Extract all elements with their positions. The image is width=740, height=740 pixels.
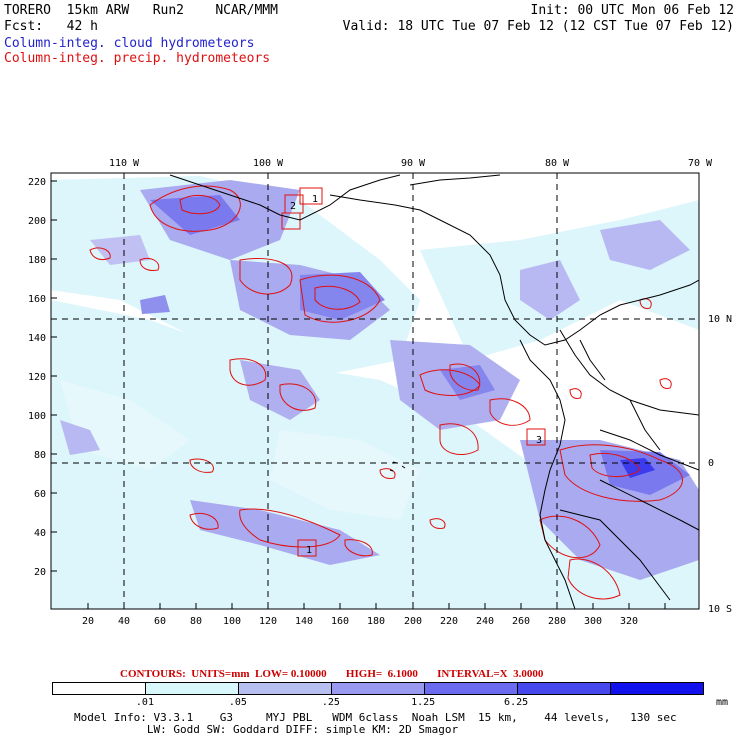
box-label-2: 2 [290,201,296,212]
x-tick-label: 280 [548,616,566,627]
lon-label-90w: 90 W [401,158,426,169]
x-tick-label: 300 [584,616,602,627]
y-tick-label: 120 [28,372,46,383]
y-tick-label: 60 [34,489,46,500]
colorbar-swatch [53,683,146,694]
x-tick-label: 140 [295,616,313,627]
colorbar-units: mm [716,697,729,708]
colorbar-swatch [146,683,239,694]
y-tick-label: 80 [34,450,46,461]
model-title: TORERO 15km ARW Run2 NCAR/MMM [4,3,278,18]
coastlines [169,174,699,609]
map-frame [50,172,700,610]
field-cloud-label: Column-integ. cloud hydrometeors [4,36,255,51]
colorbar-swatch [611,683,703,694]
colorbar [52,682,704,695]
axis-ticks [51,180,666,609]
y-tick-label: 140 [28,333,46,344]
x-tick-label: 40 [118,616,130,627]
forecast-map: 1 2 3 1 [28,158,732,627]
box-label-4: 1 [306,545,312,556]
colorbar-swatch [332,683,425,694]
colorbar-tick-label: 1.25 [411,697,436,708]
x-tick-label: 120 [259,616,277,627]
box-label-3: 3 [536,435,542,446]
x-tick-label: 220 [440,616,458,627]
lon-label-70w: 70 W [688,158,713,169]
colorbar-tick-label: 6.25 [504,697,529,708]
precip-hydrometeor-contours [89,185,683,600]
colorbar-tick-label: .01 [135,697,154,708]
colorbar-swatch [425,683,518,694]
box-label-1: 1 [312,194,318,205]
x-tick-label: 260 [512,616,530,627]
colorbar-swatch [239,683,332,694]
field-precip-label: Column-integ. precip. hydrometeors [4,51,271,66]
y-tick-label: 20 [34,567,46,578]
cloud-hydrometeor-shading [51,176,699,609]
model-info-line1: Model Info: V3.3.1 G3 MYJ PBL WDM 6class… [74,711,677,724]
subdomain-boxes [281,187,546,557]
y-tick-label: 180 [28,255,46,266]
x-tick-label: 180 [367,616,385,627]
x-tick-label: 60 [154,616,166,627]
x-tick-label: 160 [331,616,349,627]
model-info-line2: LW: Godd SW: Goddard DIFF: simple KM: 2D… [74,723,459,736]
x-tick-label: 320 [620,616,638,627]
colorbar-tick-label: .05 [228,697,247,708]
x-tick-label: 200 [404,616,422,627]
lat-label-10n: 10 N [708,314,732,325]
lat-label-0: 0 [708,458,714,469]
latlon-grid [51,173,699,609]
valid-time: Valid: 18 UTC Tue 07 Feb 12 (12 CST Tue … [342,19,734,34]
lon-label-80w: 80 W [545,158,570,169]
y-tick-label: 40 [34,528,46,539]
colorbar-tick-label: .25 [321,697,340,708]
x-tick-label: 240 [476,616,494,627]
x-tick-label: 80 [190,616,202,627]
y-tick-label: 100 [28,411,46,422]
contour-info: CONTOURS: UNITS=mm LOW= 0.10000 HIGH= 6.… [120,668,544,680]
forecast-hour: Fcst: 42 h [4,19,98,34]
x-tick-label: 20 [82,616,94,627]
y-tick-label: 160 [28,294,46,305]
x-tick-label: 100 [223,616,241,627]
colorbar-swatch [518,683,611,694]
y-tick-label: 200 [28,216,46,227]
lon-label-110w: 110 W [109,158,140,169]
init-time: Init: 00 UTC Mon 06 Feb 12 [530,3,735,18]
y-tick-label: 220 [28,177,46,188]
lon-label-100w: 100 W [253,158,284,169]
lat-label-10s: 10 S [708,604,732,615]
